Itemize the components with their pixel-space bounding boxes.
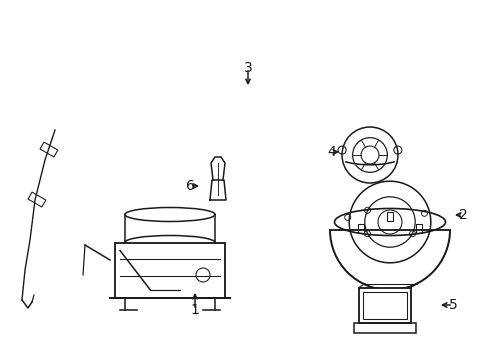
Bar <box>362 292 406 319</box>
Ellipse shape <box>124 207 215 221</box>
Bar <box>358 224 364 233</box>
Ellipse shape <box>334 208 445 235</box>
Text: 6: 6 <box>185 179 194 193</box>
Text: 1: 1 <box>190 303 199 317</box>
Bar <box>40 142 58 157</box>
Text: 3: 3 <box>243 61 252 75</box>
Bar <box>358 288 410 323</box>
Text: 2: 2 <box>458 208 467 222</box>
Bar <box>353 323 415 333</box>
Bar <box>415 224 421 233</box>
Text: 4: 4 <box>327 145 336 159</box>
Bar <box>28 192 46 207</box>
Circle shape <box>341 127 397 183</box>
Bar <box>115 243 224 297</box>
Bar <box>386 212 392 221</box>
Text: 5: 5 <box>447 298 456 312</box>
